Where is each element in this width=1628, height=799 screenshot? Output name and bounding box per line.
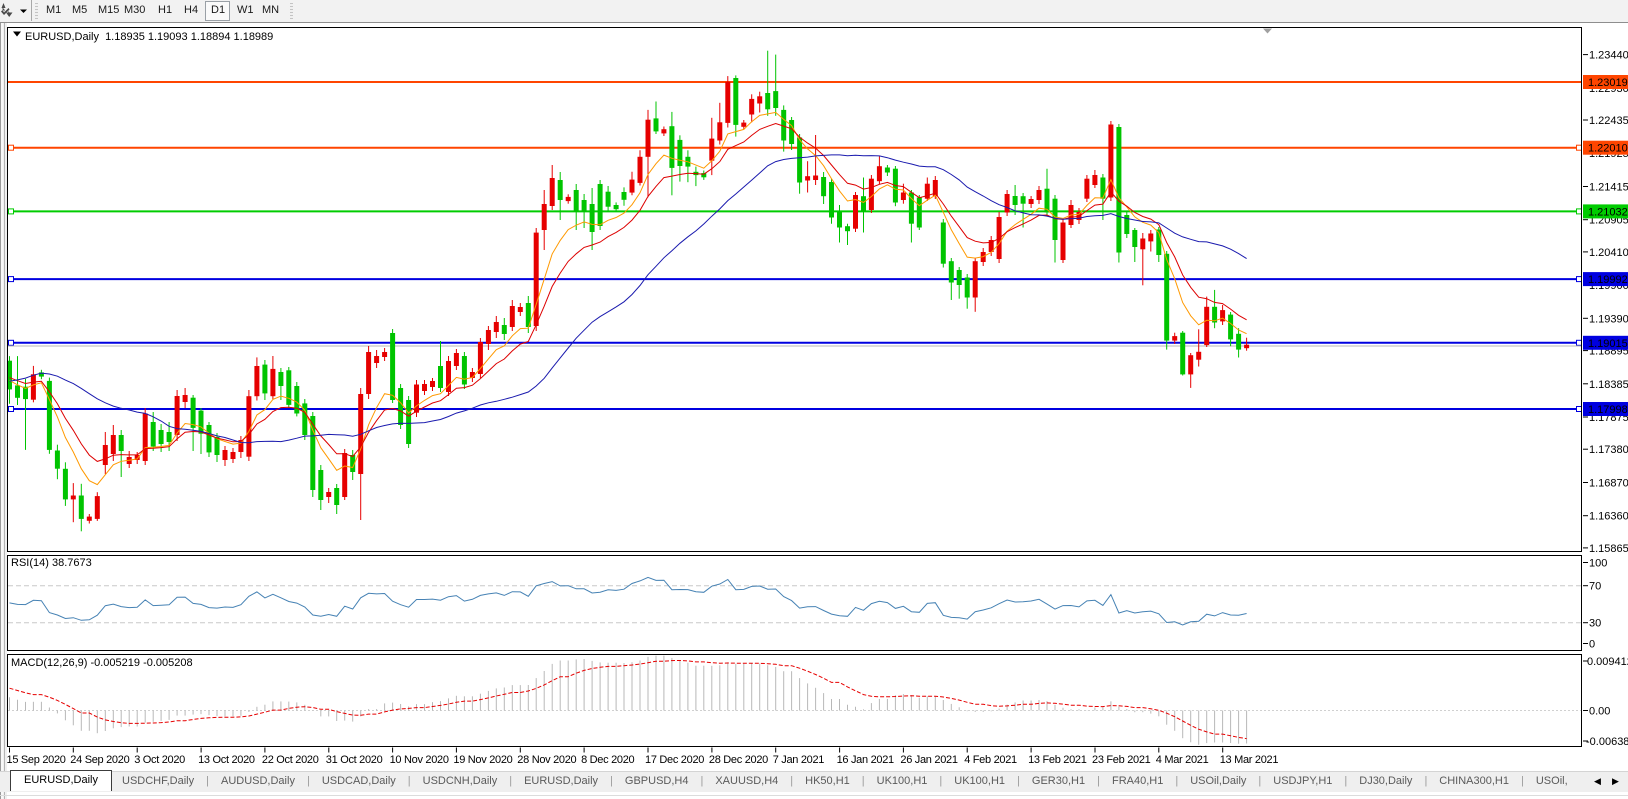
svg-text:1.23019: 1.23019	[1588, 77, 1628, 89]
svg-text:RSI(14) 38.7673: RSI(14) 38.7673	[11, 557, 92, 569]
svg-text:1.20410: 1.20410	[1589, 247, 1628, 259]
svg-text:1.17998: 1.17998	[1588, 404, 1628, 416]
svg-text:13 Mar 2021: 13 Mar 2021	[1220, 754, 1279, 766]
svg-text:10 Nov 2020: 10 Nov 2020	[390, 754, 449, 766]
svg-text:28 Dec 2020: 28 Dec 2020	[709, 754, 768, 766]
svg-text:-0.006386: -0.006386	[1586, 736, 1628, 748]
svg-text:13 Oct 2020: 13 Oct 2020	[198, 754, 255, 766]
svg-text:19 Nov 2020: 19 Nov 2020	[453, 754, 512, 766]
svg-text:0.00: 0.00	[1589, 706, 1610, 718]
svg-text:1.22010: 1.22010	[1588, 143, 1628, 155]
svg-text:1.19390: 1.19390	[1589, 313, 1628, 325]
svg-text:16 Jan 2021: 16 Jan 2021	[837, 754, 894, 766]
svg-text:1.19015: 1.19015	[1588, 338, 1628, 350]
svg-text:100: 100	[1589, 558, 1607, 570]
svg-text:7 Jan 2021: 7 Jan 2021	[773, 754, 825, 766]
svg-text:4 Mar 2021: 4 Mar 2021	[1156, 754, 1209, 766]
svg-text:0: 0	[1589, 639, 1595, 651]
svg-text:1.15865: 1.15865	[1589, 543, 1628, 555]
svg-text:1.16870: 1.16870	[1589, 478, 1628, 490]
svg-text:1.21415: 1.21415	[1589, 182, 1628, 194]
svg-text:1.17380: 1.17380	[1589, 444, 1628, 456]
svg-text:22 Oct 2020: 22 Oct 2020	[262, 754, 319, 766]
svg-text:30: 30	[1589, 618, 1601, 630]
svg-text:EURUSD,Daily 1.18935 1.19093: EURUSD,Daily 1.18935 1.19093 1.18894 1.1…	[25, 31, 273, 43]
svg-text:13 Feb 2021: 13 Feb 2021	[1028, 754, 1087, 766]
svg-text:17 Dec 2020: 17 Dec 2020	[645, 754, 704, 766]
svg-text:26 Jan 2021: 26 Jan 2021	[900, 754, 957, 766]
svg-text:1.22435: 1.22435	[1589, 115, 1628, 127]
svg-text:70: 70	[1589, 581, 1601, 593]
svg-text:1.23440: 1.23440	[1589, 50, 1628, 62]
svg-text:28 Nov 2020: 28 Nov 2020	[517, 754, 576, 766]
svg-text:24 Sep 2020: 24 Sep 2020	[70, 754, 129, 766]
svg-text:1.19992: 1.19992	[1588, 274, 1628, 286]
svg-text:15 Sep 2020: 15 Sep 2020	[7, 754, 66, 766]
svg-text:1.21032: 1.21032	[1588, 206, 1628, 218]
svg-text:0.009412: 0.009412	[1587, 656, 1628, 668]
svg-text:MACD(12,26,9) -0.005219 -0.005: MACD(12,26,9) -0.005219 -0.005208	[11, 657, 193, 669]
svg-text:23 Feb 2021: 23 Feb 2021	[1092, 754, 1151, 766]
svg-text:3 Oct 2020: 3 Oct 2020	[134, 754, 185, 766]
svg-text:4 Feb 2021: 4 Feb 2021	[964, 754, 1017, 766]
svg-text:1.18385: 1.18385	[1589, 379, 1628, 391]
svg-text:1.16360: 1.16360	[1589, 511, 1628, 523]
svg-text:8 Dec 2020: 8 Dec 2020	[581, 754, 634, 766]
svg-text:31 Oct 2020: 31 Oct 2020	[326, 754, 383, 766]
